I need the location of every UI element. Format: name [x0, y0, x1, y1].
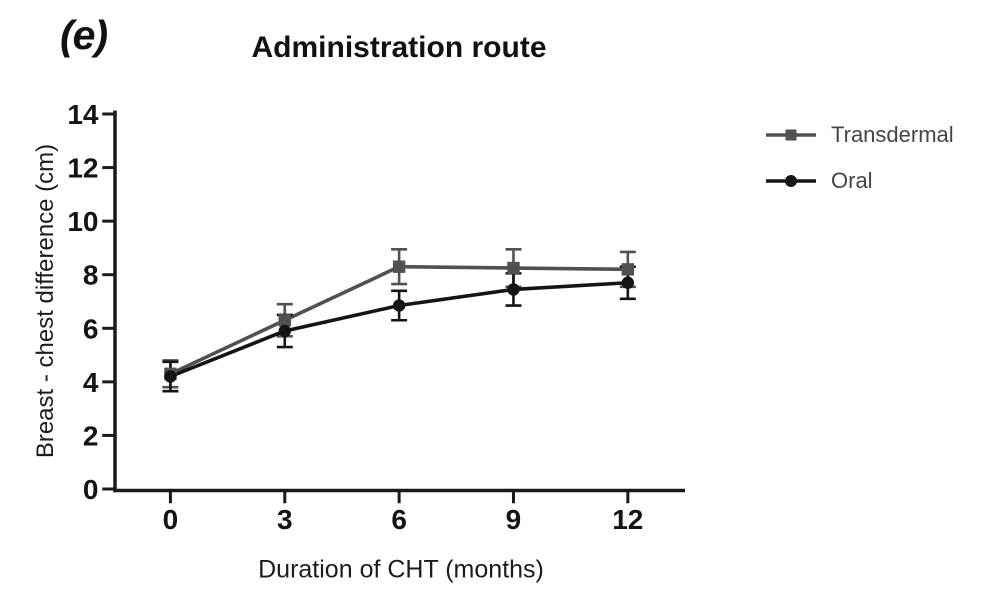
- panel-label: (e): [60, 12, 108, 58]
- marker-square-transdermal: [507, 261, 520, 275]
- marker-square-transdermal: [621, 263, 635, 276]
- legend-item-transdermal: Transdermal: [766, 122, 954, 147]
- marker-circle-oral: [507, 283, 520, 296]
- y-tick-label: 4: [83, 367, 99, 398]
- y-tick-label: 8: [83, 260, 99, 291]
- x-axis-label: Duration of CHT (months): [258, 555, 544, 584]
- marker-circle-oral: [392, 299, 406, 312]
- y-tick-label: 2: [83, 420, 99, 451]
- legend-item-oral: Oral: [766, 168, 954, 193]
- legend-circle-icon: [766, 175, 816, 187]
- x-tick-label: 9: [506, 504, 522, 535]
- marker-circle-oral: [278, 324, 291, 338]
- x-tick-label: 3: [277, 504, 293, 535]
- y-tick-label: 12: [67, 153, 98, 184]
- marker-square-transdermal: [278, 314, 291, 327]
- y-tick-label: 10: [67, 206, 98, 237]
- x-tick-label: 12: [612, 504, 643, 535]
- legend-square-icon: [766, 129, 816, 141]
- x-tick-label: 6: [391, 504, 407, 535]
- y-tick-label: 0: [83, 474, 99, 505]
- chart-title: Administration route: [251, 31, 547, 64]
- legend-label-oral: Oral: [831, 168, 873, 193]
- legend: Transdermal Oral: [766, 122, 954, 218]
- marker-circle-oral: [164, 370, 177, 383]
- marker-square-transdermal: [392, 260, 406, 273]
- x-tick-label: 0: [163, 504, 179, 535]
- y-tick-label: 6: [83, 313, 99, 344]
- legend-label-transdermal: Transdermal: [831, 122, 954, 147]
- y-tick-label: 14: [67, 99, 99, 130]
- marker-circle-oral: [621, 276, 635, 289]
